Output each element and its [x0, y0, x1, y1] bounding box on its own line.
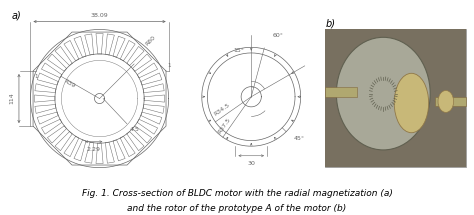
Text: b): b): [326, 18, 336, 29]
FancyBboxPatch shape: [435, 97, 466, 106]
Ellipse shape: [337, 37, 430, 150]
Text: a): a): [12, 11, 21, 21]
Text: 60°: 60°: [273, 33, 283, 38]
Text: 45°: 45°: [293, 136, 304, 141]
Text: 1: 1: [167, 63, 171, 68]
Text: 1: 1: [35, 74, 38, 79]
Text: 4.5: 4.5: [130, 127, 140, 132]
Bar: [326, 29, 466, 167]
Text: R60: R60: [144, 35, 156, 47]
Text: 2.29: 2.29: [87, 147, 101, 152]
Bar: [326, 29, 466, 167]
Text: 38.09: 38.09: [91, 13, 109, 18]
Text: R39: R39: [63, 79, 76, 89]
Ellipse shape: [438, 91, 454, 112]
Ellipse shape: [394, 73, 428, 133]
Text: Fig. 1. Cross-section of BLDC motor with the radial magnetization (a): Fig. 1. Cross-section of BLDC motor with…: [82, 189, 392, 198]
Text: 15°: 15°: [233, 48, 244, 53]
Text: 30: 30: [247, 161, 255, 166]
FancyBboxPatch shape: [326, 87, 357, 97]
Text: 114: 114: [9, 93, 15, 104]
Text: and the rotor of the prototype A of the motor (b): and the rotor of the prototype A of the …: [128, 204, 346, 213]
Text: R34.5: R34.5: [213, 102, 231, 116]
Text: R37.5: R37.5: [217, 117, 231, 135]
